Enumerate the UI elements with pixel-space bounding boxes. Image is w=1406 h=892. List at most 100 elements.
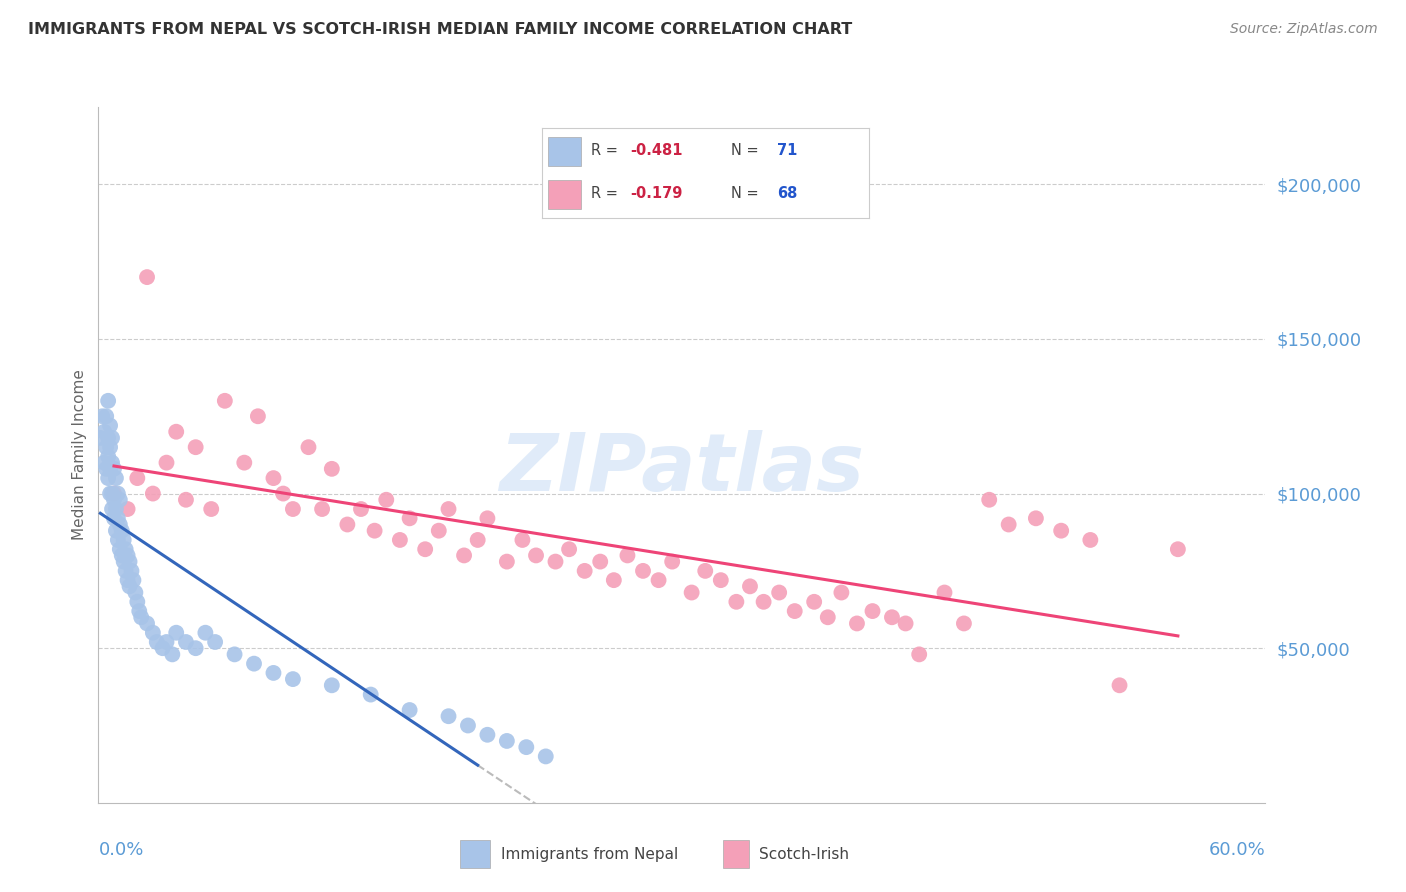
Point <box>111 524 134 538</box>
Point <box>398 703 420 717</box>
Point <box>350 502 373 516</box>
Point <box>224 648 246 662</box>
Point <box>817 610 839 624</box>
Point <box>830 585 852 599</box>
Text: ZIPatlas: ZIPatlas <box>499 430 865 508</box>
Point <box>136 616 159 631</box>
Point <box>103 462 125 476</box>
Point <box>97 431 120 445</box>
Point <box>107 486 129 500</box>
Point <box>681 585 703 599</box>
Point <box>589 555 612 569</box>
Point <box>98 486 121 500</box>
Point <box>96 462 118 476</box>
Point <box>803 595 825 609</box>
Point <box>98 462 121 476</box>
Bar <box>460 840 491 868</box>
Point <box>437 502 460 516</box>
Text: Immigrants from Nepal: Immigrants from Nepal <box>501 847 678 862</box>
Point <box>453 549 475 563</box>
Point <box>103 486 125 500</box>
Point <box>117 573 139 587</box>
Point <box>934 585 956 599</box>
Point <box>437 709 460 723</box>
Point <box>104 502 127 516</box>
Point <box>427 524 450 538</box>
Point <box>953 616 976 631</box>
Point <box>98 440 121 454</box>
Point <box>281 502 304 516</box>
Point <box>118 555 141 569</box>
Point <box>783 604 806 618</box>
Point <box>103 511 125 525</box>
Point <box>93 425 115 439</box>
Point <box>121 564 143 578</box>
Point <box>725 595 748 609</box>
Point <box>1108 678 1130 692</box>
Point <box>194 625 217 640</box>
Point <box>710 573 733 587</box>
Point <box>311 502 333 516</box>
Point <box>155 635 177 649</box>
Point <box>98 418 121 433</box>
Point <box>108 542 131 557</box>
Point <box>647 573 669 587</box>
Point <box>107 533 129 547</box>
Text: IMMIGRANTS FROM NEPAL VS SCOTCH-IRISH MEDIAN FAMILY INCOME CORRELATION CHART: IMMIGRANTS FROM NEPAL VS SCOTCH-IRISH ME… <box>28 22 852 37</box>
Text: 60.0%: 60.0% <box>1209 841 1265 859</box>
Point <box>114 564 136 578</box>
Point <box>174 492 197 507</box>
Point <box>152 641 174 656</box>
Point <box>360 688 382 702</box>
Point <box>118 579 141 593</box>
Point <box>127 471 149 485</box>
Point <box>184 440 207 454</box>
Point <box>104 471 127 485</box>
Point <box>142 486 165 500</box>
Point <box>246 409 269 424</box>
Point <box>1025 511 1047 525</box>
Point <box>117 549 139 563</box>
Text: 0.0%: 0.0% <box>98 841 143 859</box>
Point <box>89 431 111 445</box>
Point <box>495 734 517 748</box>
Point <box>908 648 931 662</box>
Point <box>515 740 537 755</box>
Point <box>101 456 124 470</box>
Point <box>321 678 343 692</box>
Point <box>512 533 534 547</box>
Point <box>112 533 135 547</box>
Point <box>336 517 359 532</box>
Point <box>894 616 917 631</box>
Point <box>93 456 115 470</box>
Point <box>184 641 207 656</box>
Point <box>862 604 884 618</box>
Point <box>101 502 124 516</box>
Y-axis label: Median Family Income: Median Family Income <box>72 369 87 541</box>
Bar <box>723 840 748 868</box>
Point <box>631 564 654 578</box>
Point <box>97 471 120 485</box>
Point <box>262 471 284 485</box>
Point <box>262 665 284 680</box>
Point <box>155 456 177 470</box>
Point <box>846 616 869 631</box>
Point <box>616 549 638 563</box>
Point <box>388 533 411 547</box>
Point <box>97 450 120 464</box>
Point <box>738 579 761 593</box>
Point <box>477 728 499 742</box>
Point <box>108 492 131 507</box>
Point <box>200 502 222 516</box>
Point <box>112 555 135 569</box>
Point <box>544 555 567 569</box>
Point <box>477 511 499 525</box>
Point <box>146 635 169 649</box>
Point <box>1167 542 1189 557</box>
Point <box>558 542 581 557</box>
Point <box>104 524 127 538</box>
Point <box>128 604 150 618</box>
Point <box>661 555 683 569</box>
Point <box>108 517 131 532</box>
Point <box>413 542 436 557</box>
